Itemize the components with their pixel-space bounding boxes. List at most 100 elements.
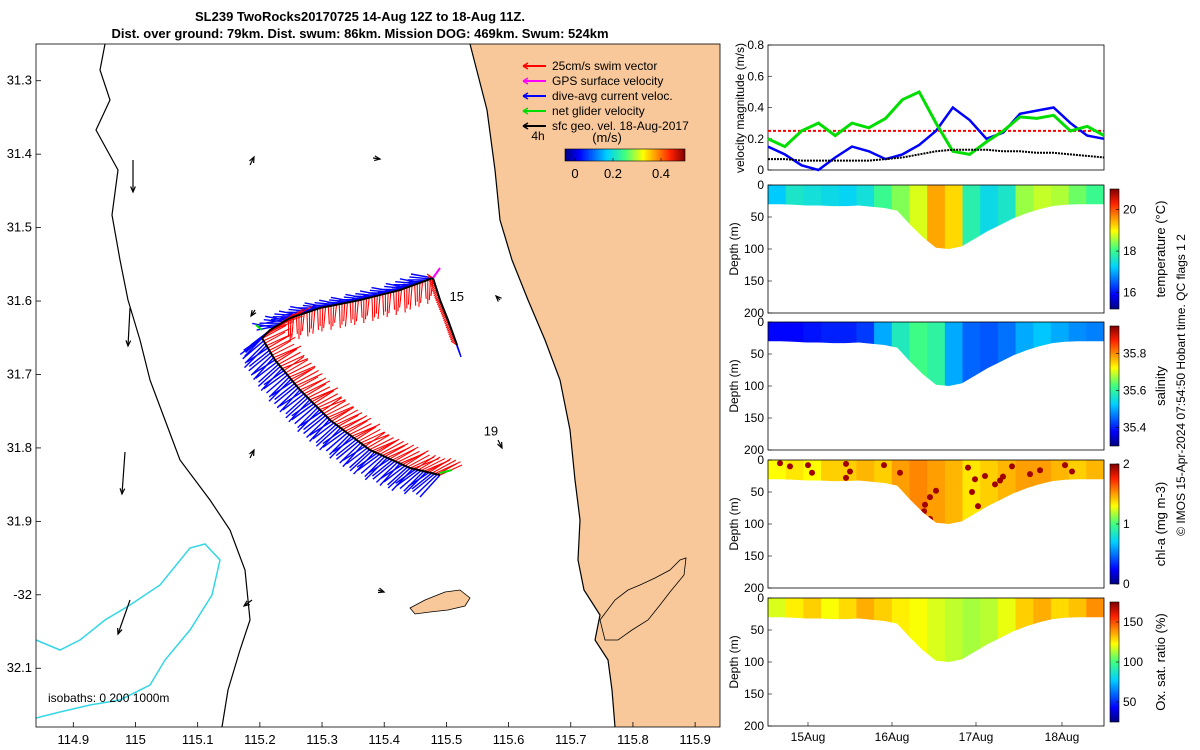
swim-vector: [285, 359, 308, 374]
section-colorbar-label: salinity: [1153, 366, 1168, 406]
current-vector: [345, 293, 367, 300]
swim-vector: [303, 380, 331, 395]
swim-vector: [311, 387, 339, 403]
section-colorbar-tick-label: 35.6: [1123, 384, 1147, 398]
chl-bloom-point: [881, 462, 887, 469]
swim-vector: [329, 409, 350, 420]
glider-vector-field: [239, 267, 463, 498]
isobath-legend: isobaths: 0 200 1000m: [48, 691, 169, 705]
section-panel-2: 0 50 100 150 200 Depth (m) 35.4 35.6 35.8 salinit…: [727, 315, 1168, 457]
map-y-tick-label: 32.1: [7, 660, 32, 675]
geo-arrowhead: [117, 627, 123, 636]
section-y-label: Depth (m): [727, 635, 741, 688]
swim-vector: [382, 294, 385, 316]
current-vector: [383, 465, 406, 483]
section-colorbar-label: chl-a (mg m-3): [1153, 482, 1168, 567]
geo-arrowhead: [377, 587, 386, 594]
section-y-tick-label: 0: [757, 178, 764, 192]
current-vector: [315, 425, 339, 447]
velocity-y-label: velocity magnitude (m/s): [733, 43, 747, 173]
swim-vector: [266, 335, 289, 347]
current-vector: [342, 444, 364, 468]
map-y-tick-label: 31.6: [7, 293, 32, 308]
section-y-tick-label: 150: [744, 411, 764, 425]
current-vector: [279, 389, 301, 413]
geo-velocity-arrow: [127, 307, 131, 347]
current-vector: [268, 376, 290, 398]
swim-vector: [264, 331, 286, 344]
chl-bloom-point: [1009, 463, 1015, 470]
section-colorbar-tick-label: 35.4: [1123, 421, 1147, 435]
geo-velocity-arrow: [121, 451, 126, 495]
current-vector: [403, 471, 427, 495]
geo-arrowhead: [494, 294, 502, 302]
geostrophic-velocity-arrows: [117, 155, 503, 636]
swim-vector: [419, 281, 424, 303]
current-vector: [309, 420, 333, 436]
map-x-tick-label: 115.5: [431, 732, 463, 747]
swim-vector: [301, 377, 327, 393]
swim-vector: [296, 373, 323, 387]
colorbar-gradient: [564, 148, 686, 162]
chl-bloom-point: [1027, 471, 1033, 478]
section-panel-1: 0 50 100 150 200 Depth (m) 16 18 20 temperature (…: [727, 178, 1168, 320]
swim-vector: [355, 426, 377, 441]
section-colorbar-tick-label: 35.8: [1123, 347, 1147, 361]
current-vector: [349, 449, 371, 469]
chl-bloom-point: [922, 501, 928, 508]
map-x-tick-label: 115.1: [182, 732, 214, 747]
section-cell: [927, 322, 946, 386]
current-vector: [304, 302, 326, 308]
map-y-tick-label: 31.3: [7, 73, 32, 88]
swim-vector: [384, 445, 406, 458]
chl-bloom-point: [1037, 467, 1043, 474]
swim-vector: [418, 456, 441, 471]
glider-track: [260, 277, 441, 476]
swim-vector: [332, 305, 335, 327]
swim-vector: [358, 428, 381, 442]
current-vector: [371, 286, 394, 293]
current-vector: [266, 374, 288, 394]
current-vector: [282, 393, 305, 411]
current-vector: [325, 432, 348, 452]
legend-label-gps: GPS surface velocity: [552, 74, 663, 88]
current-vector: [246, 347, 269, 363]
swim-vector: [290, 368, 312, 380]
legend-arrowhead: [522, 62, 529, 70]
current-vector: [253, 357, 275, 381]
section-y-tick-label: 50: [751, 485, 765, 499]
current-vector: [329, 299, 351, 303]
swim-vector: [310, 310, 313, 329]
swim-vector: [379, 440, 404, 455]
legend-arrowhead: [522, 122, 529, 130]
current-vector: [294, 405, 317, 425]
current-vector: [332, 437, 355, 453]
current-vector: [248, 352, 272, 372]
section-colorbar-tick-label: 0: [1123, 577, 1130, 591]
swim-vector: [418, 282, 421, 307]
section-colorbar-tick-label: 18: [1123, 244, 1137, 258]
section-colorbar-tick-label: 150: [1123, 615, 1143, 629]
current-vector: [335, 439, 357, 457]
glider-track-east: [432, 277, 458, 346]
swim-vector: [269, 336, 296, 351]
section-y-tick-label: 200: [744, 719, 764, 733]
velocity-series-current: [767, 105, 1105, 172]
current-vector: [349, 450, 373, 472]
map-x-tick-label: 115.9: [679, 732, 711, 747]
swim-vector: [371, 439, 399, 452]
chl-bloom-point: [933, 487, 939, 494]
velocity-y-tick-label: 0.6: [747, 69, 764, 83]
section-colorbar-tick-label: 2: [1123, 457, 1130, 471]
swim-vector: [306, 312, 309, 337]
swim-vector: [333, 409, 359, 424]
current-vector: [285, 397, 309, 419]
geo-velocity-arrow: [117, 599, 131, 635]
current-vector: [456, 344, 462, 358]
section-colorbar-label: Ox. sat. ratio (%): [1153, 613, 1168, 711]
swim-vector: [388, 292, 392, 314]
current-vector: [273, 385, 297, 405]
chl-bloom-point: [843, 460, 849, 467]
map-annotation-label: 15: [450, 289, 464, 304]
swim-vector: [281, 358, 309, 370]
